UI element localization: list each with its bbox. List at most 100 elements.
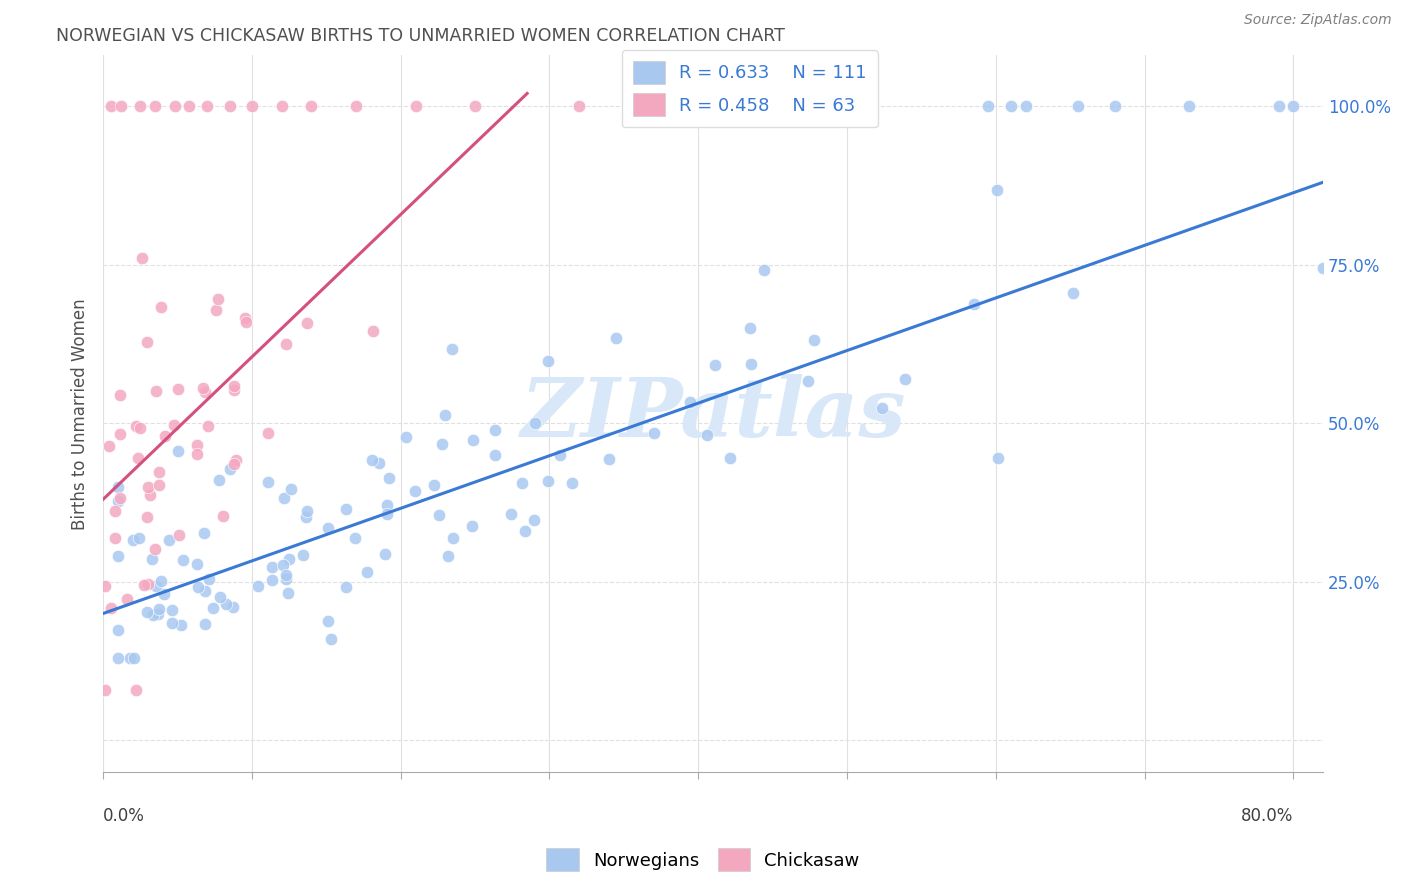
Point — [194, 616, 217, 631]
Point — [361, 453, 384, 467]
Point — [274, 336, 297, 351]
Text: ZIPatlas: ZIPatlas — [520, 374, 905, 454]
Point — [186, 557, 208, 571]
Point — [1178, 99, 1201, 113]
Point — [343, 531, 366, 545]
Point — [98, 439, 121, 453]
Point — [235, 315, 257, 329]
Point — [740, 321, 762, 335]
Point — [225, 453, 247, 467]
Point — [987, 450, 1010, 465]
Point — [160, 603, 183, 617]
Text: NORWEGIAN VS CHICKASAW BIRTHS TO UNMARRIED WOMEN CORRELATION CHART: NORWEGIAN VS CHICKASAW BIRTHS TO UNMARRI… — [56, 27, 785, 45]
Point — [270, 99, 292, 113]
Point — [186, 438, 208, 452]
Point — [321, 632, 343, 647]
Point — [316, 521, 339, 535]
Point — [803, 333, 825, 347]
Point — [187, 580, 209, 594]
Point — [153, 587, 176, 601]
Point — [222, 458, 245, 472]
Text: Source: ZipAtlas.com: Source: ZipAtlas.com — [1244, 13, 1392, 28]
Point — [128, 532, 150, 546]
Point — [430, 436, 453, 450]
Point — [233, 310, 256, 325]
Point — [110, 99, 132, 113]
Point — [107, 549, 129, 564]
Point — [378, 471, 401, 485]
Point — [222, 600, 245, 615]
Point — [276, 567, 298, 582]
Point — [536, 474, 558, 488]
Point — [696, 427, 718, 442]
Point — [423, 478, 446, 492]
Text: 80.0%: 80.0% — [1241, 807, 1294, 825]
Point — [256, 475, 278, 489]
Point — [361, 324, 384, 338]
Point — [125, 682, 148, 697]
Point — [1014, 99, 1036, 113]
Point — [356, 565, 378, 579]
Point — [194, 384, 217, 399]
Point — [115, 592, 138, 607]
Point — [679, 395, 702, 409]
Point — [107, 480, 129, 494]
Point — [207, 293, 229, 307]
Point — [108, 388, 131, 402]
Point — [134, 577, 156, 591]
Point — [344, 99, 367, 113]
Point — [643, 426, 665, 441]
Point — [100, 601, 122, 615]
Point — [143, 541, 166, 556]
Point — [107, 494, 129, 508]
Point — [464, 99, 486, 113]
Point — [240, 99, 263, 113]
Point — [1267, 99, 1289, 113]
Point — [1062, 286, 1084, 301]
Point — [172, 552, 194, 566]
Point — [166, 382, 188, 396]
Point — [110, 426, 132, 441]
Point — [1000, 99, 1022, 113]
Point — [191, 381, 214, 395]
Point — [484, 448, 506, 462]
Point — [143, 99, 166, 113]
Legend: R = 0.633    N = 111, R = 0.458    N = 63: R = 0.633 N = 111, R = 0.458 N = 63 — [621, 50, 877, 128]
Point — [135, 509, 157, 524]
Point — [104, 503, 127, 517]
Point — [107, 651, 129, 665]
Point — [124, 418, 146, 433]
Point — [194, 584, 217, 599]
Point — [193, 526, 215, 541]
Point — [280, 483, 302, 497]
Point — [179, 99, 201, 113]
Point — [262, 573, 284, 587]
Point — [122, 533, 145, 548]
Point — [894, 372, 917, 386]
Point — [222, 379, 245, 393]
Point — [1066, 99, 1088, 113]
Point — [197, 419, 219, 434]
Point — [146, 607, 169, 622]
Point — [513, 524, 536, 538]
Point — [157, 533, 180, 547]
Point — [163, 418, 186, 433]
Point — [395, 429, 418, 443]
Point — [160, 616, 183, 631]
Point — [136, 480, 159, 494]
Point — [316, 615, 339, 629]
Point — [260, 560, 283, 574]
Point — [167, 444, 190, 458]
Point — [153, 428, 176, 442]
Point — [219, 461, 242, 475]
Point — [271, 558, 294, 572]
Point — [436, 549, 458, 563]
Point — [1282, 99, 1305, 113]
Point — [150, 574, 173, 588]
Point — [129, 99, 152, 113]
Point — [1312, 260, 1334, 275]
Point — [93, 579, 115, 593]
Point — [295, 510, 318, 524]
Point — [120, 651, 142, 665]
Point — [797, 374, 820, 388]
